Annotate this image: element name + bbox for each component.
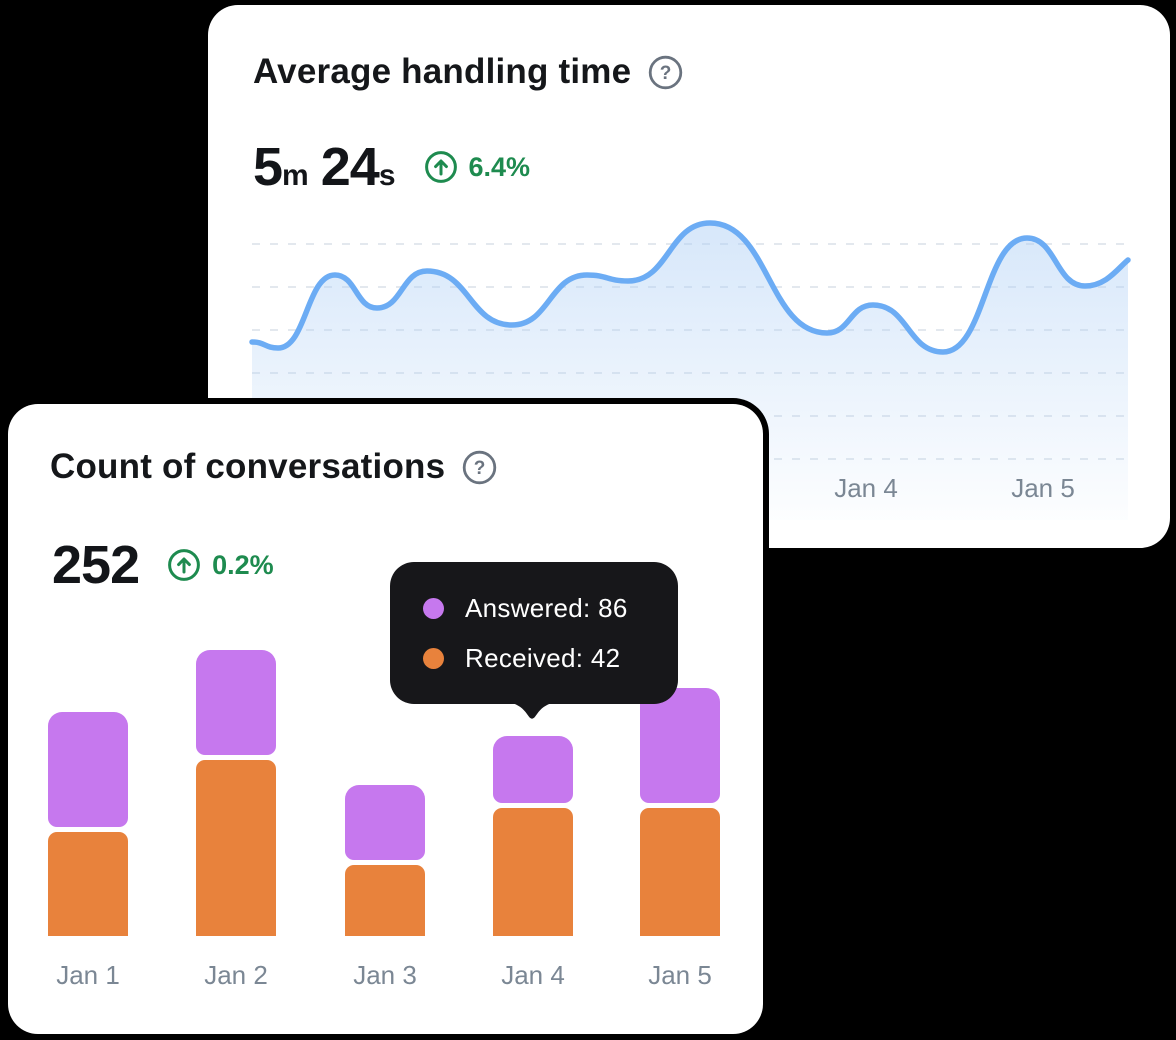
bar-answered-jan-1[interactable]	[48, 712, 128, 827]
bar-received-jan-4[interactable]	[493, 808, 573, 936]
tooltip-answered-text: Answered: 86	[465, 592, 628, 623]
tooltip-pointer	[508, 702, 556, 719]
conversations-delta-value: 0.2%	[212, 549, 274, 580]
arrow-up-circle-icon	[424, 151, 457, 183]
x-axis-label: Jan 2	[204, 960, 268, 990]
tooltip-received-text: Received: 42	[465, 642, 621, 673]
tooltip-row-received: Received: 42	[423, 643, 648, 674]
x-axis-label: Jan 3	[353, 960, 417, 990]
x-axis-label: Jan 4	[501, 960, 565, 990]
conversations-metric: 252 0.2%	[52, 538, 274, 592]
conversations-value: 252	[52, 535, 140, 595]
bar-received-jan-2[interactable]	[196, 760, 276, 936]
aht-card-title: Average handling time	[253, 52, 632, 91]
aht-unit-minutes: m	[282, 159, 309, 192]
x-axis-label: Jan 5	[648, 960, 712, 990]
conversations-card-title: Count of conversations	[50, 447, 446, 486]
conversations-card: Jan 1 Jan 2 Jan 3 Jan 4 Jan 5 Count of conve…	[8, 404, 763, 1034]
conversations-bar-chart[interactable]: Jan 1 Jan 2 Jan 3 Jan 4 Jan 5	[8, 404, 763, 1034]
help-icon[interactable]: ?	[462, 450, 497, 485]
answered-series-dot	[423, 597, 444, 619]
bar-answered-jan-2[interactable]	[196, 650, 276, 755]
aht-delta-badge: 6.4%	[424, 150, 531, 184]
trend-line[interactable]	[249, 220, 1131, 355]
arrow-up-circle-icon	[168, 549, 201, 581]
bar-received-jan-1[interactable]	[48, 832, 128, 936]
chart-tooltip: Answered: 86 Received: 42	[390, 562, 678, 704]
tooltip-row-answered: Answered: 86	[423, 593, 648, 624]
x-axis-label: Jan 4	[834, 473, 898, 503]
bar-received-jan-3[interactable]	[345, 865, 425, 936]
conversations-delta-badge: 0.2%	[167, 548, 274, 582]
bar-answered-jan-3[interactable]	[345, 785, 425, 860]
help-glyph: ?	[474, 458, 486, 479]
aht-card-header: Average handling time ?	[253, 52, 683, 92]
help-glyph: ?	[660, 63, 672, 84]
conversations-card-header: Count of conversations ?	[50, 447, 497, 487]
bar-answered-jan-5[interactable]	[640, 688, 720, 803]
bar-received-jan-5[interactable]	[640, 808, 720, 936]
help-icon[interactable]: ?	[648, 55, 683, 90]
x-axis-label: Jan 1	[56, 960, 120, 990]
bar-answered-jan-4[interactable]	[493, 736, 573, 803]
aht-unit-seconds: s	[378, 159, 396, 192]
aht-delta-value: 6.4%	[468, 151, 531, 182]
x-axis-label: Jan 5	[1011, 473, 1075, 503]
aht-value: 5m 24s	[253, 137, 396, 197]
received-series-dot	[423, 647, 444, 669]
aht-metric: 5m 24s 6.4%	[253, 140, 530, 194]
